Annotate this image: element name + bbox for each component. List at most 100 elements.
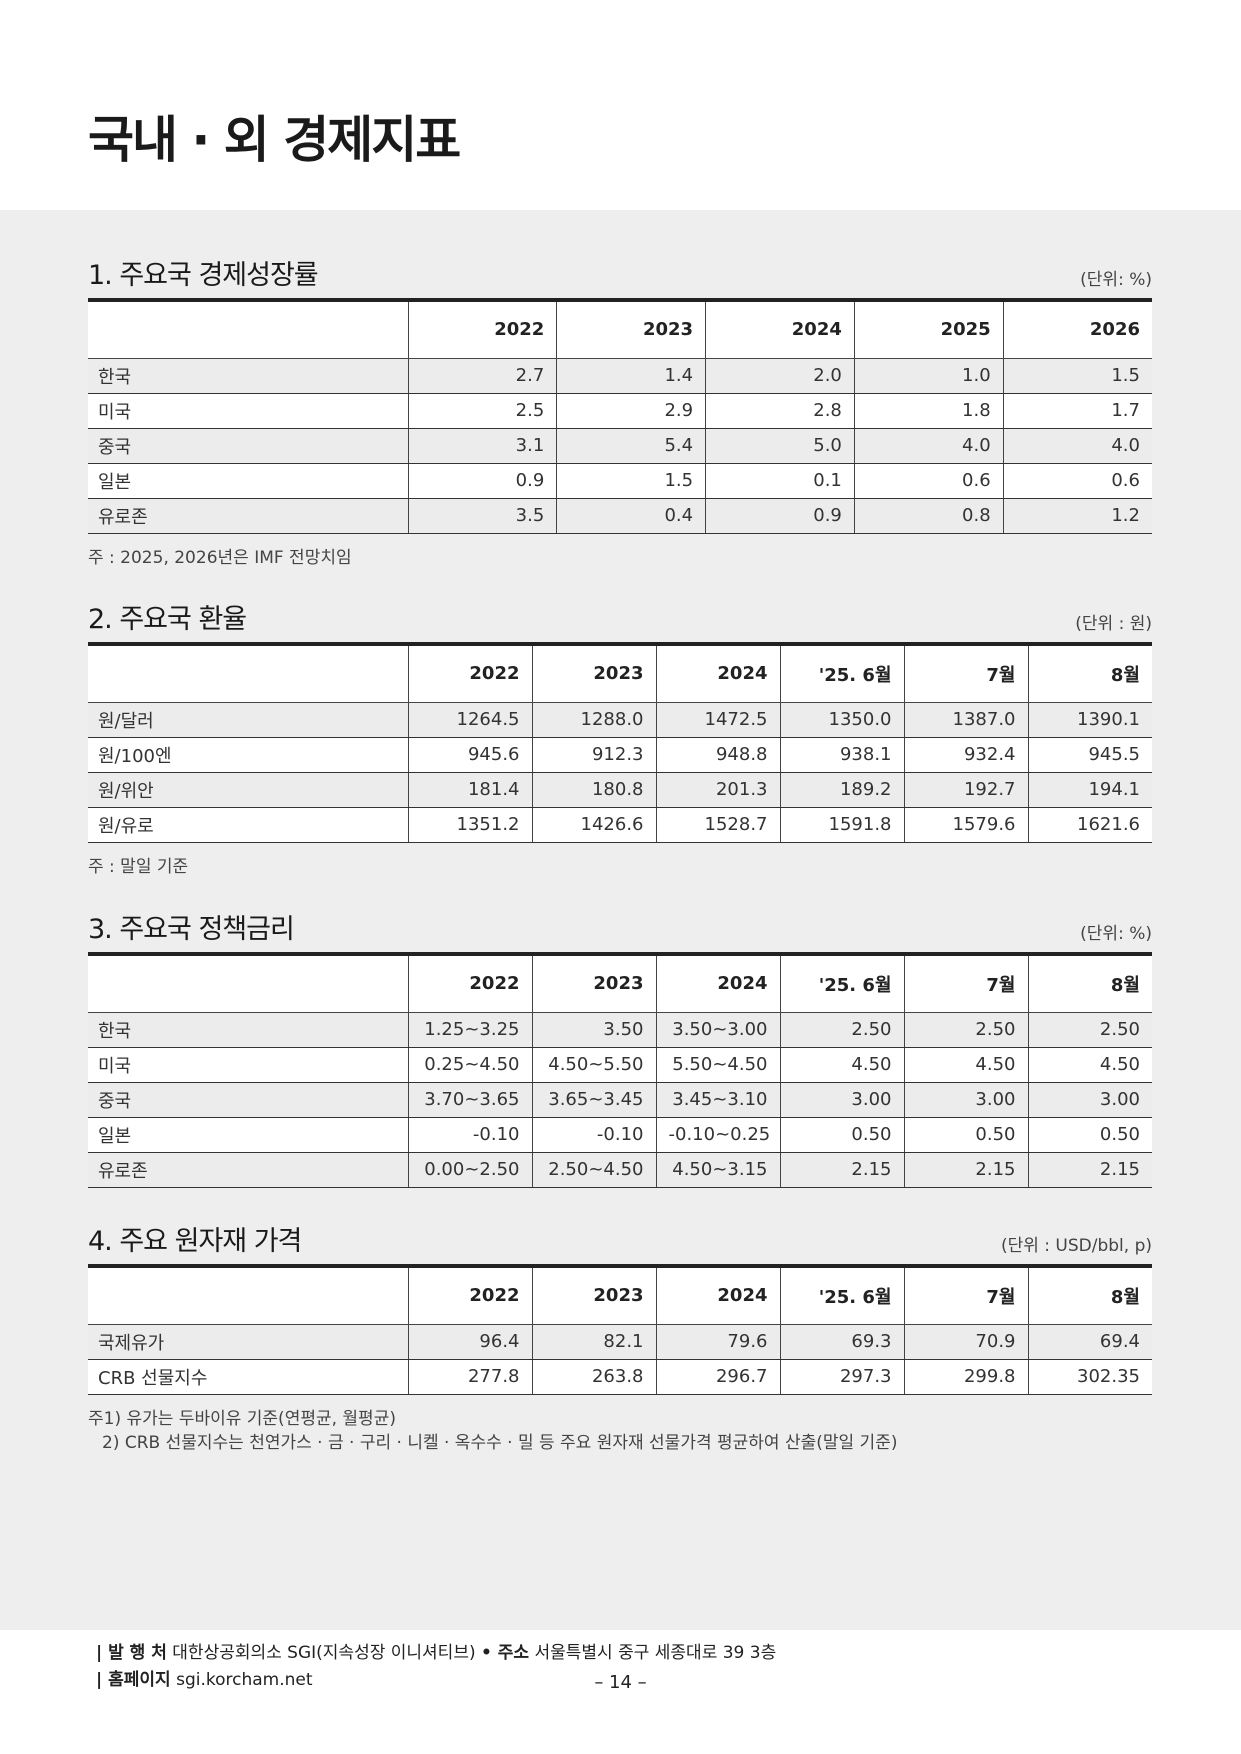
table-row: 원/위안 181.4 180.8 201.3 189.2 192.7 194.1 [88,772,1152,808]
table-cell: 1.0 [853,358,1004,394]
column-header: 2022 [407,644,532,703]
table-cell: 5.0 [705,428,855,464]
table-cell: 4.50 [779,1047,904,1083]
table-cell: -0.10~0.25 [655,1117,780,1153]
section-2: 2. 주요국 환율 (단위 : 원) 2022 2023 2024'25. 6월 7월 8월… [88,602,1152,879]
table-cell: 69.4 [1027,1324,1152,1360]
footnote-line: 주 : 2025, 2026년은 IMF 전망치임 [88,547,352,568]
table-cell: -0.10 [407,1117,532,1153]
table-cell: 1621.6 [1027,807,1152,843]
table-cell: 2.15 [903,1152,1028,1188]
table-cell: 0.6 [853,463,1004,499]
publisher-label: | 발 행 처 [96,1643,167,1663]
row-label: 원/위안 [88,772,408,808]
section-header: 4. 주요 원자재 가격 (단위 : USD/bbl, p) [88,1224,1152,1258]
section-header: 2. 주요국 환율 (단위 : 원) [88,602,1152,636]
table-row: 일본 0.9 1.5 0.1 0.6 0.6 [88,463,1152,499]
table-cell: 1472.5 [655,702,780,738]
table-cell: 945.5 [1027,737,1152,773]
table-cell: 194.1 [1027,772,1152,808]
table-cell: 2.15 [1027,1152,1152,1188]
table-cell: 3.00 [1027,1082,1152,1118]
table-cell: 2.0 [705,358,855,394]
footer: | 발 행 처 대한상공회의소 SGI(지속성장 이니셔티브) • 주소 서울특… [96,1640,776,1694]
row-label: 국제유가 [88,1324,408,1360]
table-cell: 4.50~5.50 [531,1047,656,1083]
column-header: '25. 6월 [779,1266,904,1325]
row-label: 한국 [88,358,408,394]
table-cell: 1288.0 [531,702,656,738]
table-row: 한국 1.25~3.25 3.50 3.50~3.00 2.50 2.50 2.50 [88,1012,1152,1048]
table-cell: 932.4 [903,737,1028,773]
table-cell: 3.50~3.00 [655,1012,780,1048]
column-header: 2023 [531,644,656,703]
table-cell: 2.9 [556,393,706,429]
table-cell: 3.50 [531,1012,656,1048]
table-cell: 4.0 [853,428,1004,464]
row-label: 중국 [88,428,408,464]
table-row: CRB 선물지수 277.8 263.8 296.7 297.3 299.8 302.35 [88,1359,1152,1395]
section-title: 4. 주요 원자재 가격 [88,1226,302,1257]
table-cell: 4.50 [903,1047,1028,1083]
homepage-label: | 홈페이지 [96,1670,171,1690]
table-cell: 180.8 [531,772,656,808]
table-cell: 4.50 [1027,1047,1152,1083]
table-cell: 2.50 [903,1012,1028,1048]
table-cell: 82.1 [531,1324,656,1360]
table-cell: 938.1 [779,737,904,773]
address-label: • 주소 [481,1643,530,1663]
table-cell: 96.4 [407,1324,532,1360]
table-cell: 0.1 [705,463,855,499]
table-cell: -0.10 [531,1117,656,1153]
table-cell: 0.9 [407,463,557,499]
unit-label: (단위 : USD/bbl, p) [1000,1236,1152,1256]
section-1: 1. 주요국 경제성장률 (단위: %) 2022 2023 2024 2025 2026 한… [88,258,1152,570]
table-cell: 3.45~3.10 [655,1082,780,1118]
table-cell: 3.70~3.65 [407,1082,532,1118]
table-cell: 192.7 [903,772,1028,808]
table-cell: 1264.5 [407,702,532,738]
table-cell: 4.50~3.15 [655,1152,780,1188]
section-title: 1. 주요국 경제성장률 [88,260,319,291]
table-cell: 299.8 [903,1359,1028,1395]
row-label: 미국 [88,393,408,429]
table-cell: 3.00 [779,1082,904,1118]
table-cell: 296.7 [655,1359,780,1395]
table-cell: 1.25~3.25 [407,1012,532,1048]
table-cell: 0.4 [556,498,706,534]
column-header [88,954,408,1013]
column-header: 2024 [655,1266,780,1325]
table-row: 미국 0.25~4.50 4.50~5.50 5.50~4.50 4.50 4.50 4.5… [88,1047,1152,1083]
table-cell: 2.7 [407,358,557,394]
column-header [88,644,408,703]
column-header: 7월 [903,954,1028,1013]
table-cell: 1.2 [1002,498,1152,534]
table-cell: 0.6 [1002,463,1152,499]
table-cell: 0.00~2.50 [407,1152,532,1188]
row-label: 원/유로 [88,807,408,843]
header-row: 2022 2023 2024 2025 2026 [88,300,1152,359]
homepage-link[interactable]: sgi.korcham.net [176,1670,313,1690]
table-cell: 912.3 [531,737,656,773]
table-cell: 3.5 [407,498,557,534]
table-row: 한국 2.7 1.4 2.0 1.0 1.5 [88,358,1152,394]
row-label: 원/달러 [88,702,408,738]
table-cell: 1390.1 [1027,702,1152,738]
footnote-line: 주1) 유가는 두바이유 기준(연평균, 월평균) [88,1408,396,1429]
table-cell: 1351.2 [407,807,532,843]
table-cell: 1.4 [556,358,706,394]
page-number: – 14 – [594,1672,647,1693]
table-cell: 181.4 [407,772,532,808]
table-cell: 0.50 [779,1117,904,1153]
table-cell: 945.6 [407,737,532,773]
section-header: 3. 주요국 정책금리 (단위: %) [88,912,1152,946]
table-cell: 2.50 [1027,1012,1152,1048]
column-header [88,300,408,359]
unit-label: (단위 : 원) [1075,614,1152,634]
column-header: 2022 [407,1266,532,1325]
table-cell: 2.50~4.50 [531,1152,656,1188]
row-label: 한국 [88,1012,408,1048]
table-cell: 0.9 [705,498,855,534]
section-3: 3. 주요국 정책금리 (단위: %) 2022 2023 2024'25. 6월 7월 8… [88,912,1152,1188]
footnote: 주 : 2025, 2026년은 IMF 전망치임 [88,546,1152,570]
